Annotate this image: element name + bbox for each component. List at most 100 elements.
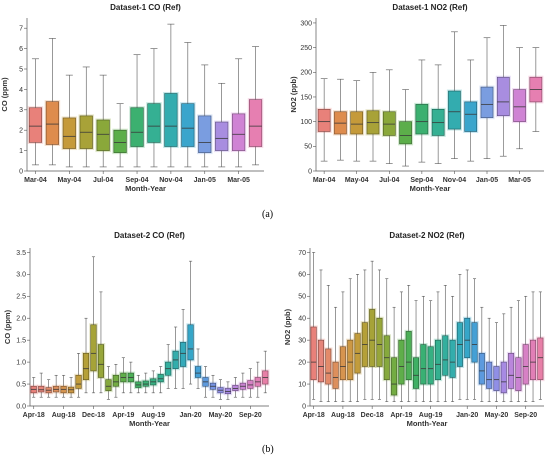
box-Sep-18 <box>346 278 355 402</box>
chart-panel-dataset1-co: Dataset-1 CO (Ref) 0 1 2 3 4 5 6 7 Mar-04 May-04 Ju… <box>0 0 270 205</box>
box-Apr-19 <box>119 357 128 394</box>
x-tick-label: Sep-20 <box>239 412 262 419</box>
box-Jun-20 <box>223 381 233 400</box>
box-body <box>434 339 441 380</box>
box-Jul-04 <box>381 69 397 164</box>
box-Feb-19 <box>382 278 391 402</box>
box-Oct-18 <box>74 353 83 398</box>
box-Mar-04 <box>27 58 44 166</box>
axes-frame <box>315 18 544 172</box>
box-Oct-19 <box>441 285 450 402</box>
y-tick-label: 0 <box>308 168 312 175</box>
y-tick-label: 7 <box>19 26 23 33</box>
box-body <box>194 366 202 378</box>
box-Dec-18 <box>367 260 377 400</box>
chart-panel-dataset1-no2: Dataset-1 NO2 (Ref) 0 50 100 150 200 250 300 Mar… <box>282 0 550 205</box>
y-tick-label: 0 <box>19 168 23 175</box>
box-body <box>97 344 105 378</box>
x-tick-label: Mar-05 <box>508 177 531 184</box>
box-Aug-20 <box>514 300 523 402</box>
box-Jan-19 <box>96 291 106 394</box>
box-body <box>339 346 346 380</box>
box-Apr-19 <box>397 291 406 402</box>
y-tick-label: 5 <box>19 66 23 73</box>
chart-svg: Dataset-2 NO2 (Ref) 0 10 20 30 40 50 60 70 Apr-18… <box>283 231 545 428</box>
x-tick-label: May-20 <box>209 412 233 419</box>
x-tick-label: Apr-19 <box>390 412 412 419</box>
box-Apr-04 <box>332 78 348 161</box>
box-Apr-18 <box>29 377 38 398</box>
box-body <box>391 357 398 396</box>
box-body <box>347 339 354 380</box>
box-Sep-19 <box>156 366 165 394</box>
box-Apr-05 <box>528 47 544 132</box>
axes-frame <box>309 248 544 407</box>
box-Dec-19 <box>455 274 465 400</box>
x-tick-label: Jan-05 <box>194 177 216 184</box>
y-tick-label: 2.0 <box>16 316 26 323</box>
box-Jan-20 <box>186 260 195 385</box>
box-body <box>350 111 364 135</box>
box-Apr-20 <box>484 317 494 402</box>
box-Nov-18 <box>81 317 91 394</box>
box-May-19 <box>126 361 136 394</box>
figure-caption-a: (a) <box>262 209 274 220</box>
box-body <box>515 357 522 391</box>
box-Jul-04 <box>95 74 111 168</box>
x-tick-label: Aug-18 <box>331 412 355 419</box>
box-body <box>471 322 478 363</box>
box-Jul-20 <box>231 377 240 398</box>
chart-title: Dataset-1 CO (Ref) <box>110 3 181 12</box>
y-tick-label: 1.5 <box>16 338 26 345</box>
box-Apr-05 <box>247 46 264 166</box>
box-body <box>28 107 43 143</box>
y-tick-label: 1 <box>19 148 23 155</box>
box-body <box>310 326 317 380</box>
box-Jan-05 <box>196 64 213 168</box>
y-tick-label: 10 <box>298 381 306 388</box>
box-body <box>105 379 112 391</box>
box-Nov-20 <box>261 350 270 394</box>
x-tick-label: Nov-04 <box>159 177 182 184</box>
y-tick-label: 20 <box>298 360 306 367</box>
y-axis-label: NO2 (ppb) <box>283 308 292 345</box>
box-May-19 <box>404 285 413 402</box>
box-body <box>75 374 82 389</box>
y-tick-label: 2 <box>19 128 23 135</box>
chart-panel-dataset2-no2: Dataset-2 NO2 (Ref) 0 10 20 30 40 50 60 70 Apr-18… <box>282 228 550 438</box>
box-Sep-04 <box>414 59 430 163</box>
y-tick-label: 300 <box>300 20 312 27</box>
box-Nov-04 <box>446 31 462 159</box>
box-body <box>90 324 97 372</box>
x-tick-label: Aug-19 <box>419 412 443 419</box>
box-Jul-18 <box>51 374 61 398</box>
box-Mar-20 <box>477 306 487 402</box>
box-body <box>398 339 405 385</box>
box-body <box>113 129 127 153</box>
box-Mar-19 <box>389 306 399 402</box>
box-body <box>181 103 195 147</box>
box-body <box>164 93 178 147</box>
box-Jan-19 <box>375 269 384 400</box>
x-tick-label: Apr-18 <box>303 412 325 419</box>
box-Nov-18 <box>360 269 370 400</box>
x-tick-label: Mar-04 <box>24 177 47 184</box>
box-Aug-18 <box>338 291 348 402</box>
chart-title: Dataset-2 CO (Ref) <box>114 231 185 240</box>
y-axis-label: CO (ppm) <box>0 77 9 112</box>
box-body <box>530 339 537 380</box>
box-body <box>62 117 76 149</box>
box-May-18 <box>36 372 46 398</box>
x-tick-label: Jul-04 <box>93 177 113 184</box>
box-Sep-19 <box>433 291 443 402</box>
box-Jan-20 <box>463 269 472 400</box>
box-Mar-04 <box>316 78 332 162</box>
box-body <box>38 385 45 393</box>
box-body <box>187 324 194 361</box>
box-Apr-20 <box>208 374 218 398</box>
box-body <box>369 309 376 367</box>
box-Nov-04 <box>163 23 179 168</box>
chart-panel-dataset2-co: Dataset-2 CO (Ref) 0.0 0.5 1.0 1.5 2.0 2.5 3.0 3… <box>0 228 275 438</box>
box-Aug-19 <box>148 370 158 394</box>
x-tick-label: Jul-04 <box>379 177 399 184</box>
